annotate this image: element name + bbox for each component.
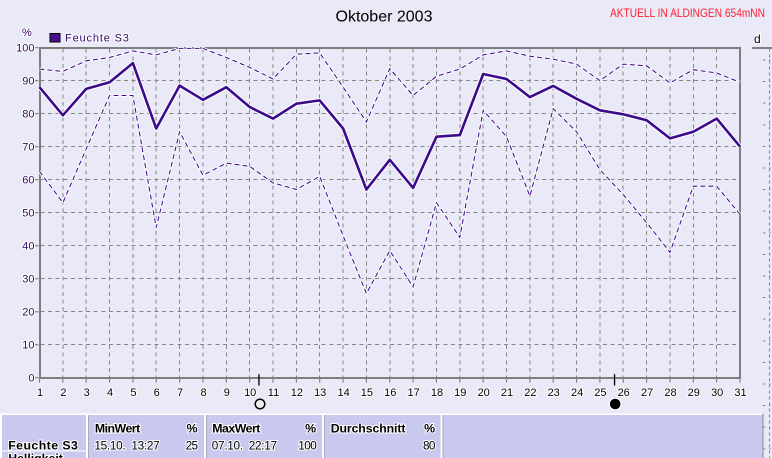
svg-text:%: % <box>22 27 32 39</box>
svg-text:23: 23 <box>548 387 560 399</box>
svg-text:7: 7 <box>177 387 183 399</box>
svg-text:Durchschnitt: Durchschnitt <box>331 421 406 435</box>
svg-text:10: 10 <box>22 340 34 352</box>
svg-text:29: 29 <box>688 387 700 399</box>
svg-text:40: 40 <box>22 241 34 253</box>
svg-text:d: d <box>754 32 761 46</box>
svg-text:11: 11 <box>268 387 279 399</box>
svg-text:8: 8 <box>200 387 206 399</box>
svg-text:30: 30 <box>711 387 723 399</box>
svg-text:AKTUELL IN ALDINGEN 654mNN: AKTUELL IN ALDINGEN 654mNN <box>610 6 765 20</box>
svg-text:15.10. 13:27: 15.10. 13:27 <box>94 438 159 452</box>
svg-text:%: % <box>305 421 316 435</box>
svg-text:17: 17 <box>407 387 419 399</box>
svg-text:18: 18 <box>431 387 443 399</box>
svg-text:4: 4 <box>107 387 113 399</box>
svg-text:50: 50 <box>22 208 34 220</box>
svg-text:MinWert: MinWert <box>95 421 140 435</box>
svg-text:25: 25 <box>186 438 199 452</box>
svg-text:80: 80 <box>423 438 436 452</box>
svg-text:MaxWert: MaxWert <box>212 421 260 435</box>
svg-text:9: 9 <box>224 387 230 399</box>
svg-text:%: % <box>424 421 435 435</box>
svg-text:70: 70 <box>22 142 34 154</box>
svg-text:07.10. 22:17: 07.10. 22:17 <box>212 438 277 452</box>
svg-text:5: 5 <box>130 387 136 399</box>
svg-text:26: 26 <box>618 387 630 399</box>
svg-text:2: 2 <box>60 387 66 399</box>
svg-text:3: 3 <box>84 387 90 399</box>
svg-text:100: 100 <box>16 43 34 55</box>
svg-text:%: % <box>187 421 198 435</box>
svg-text:Feuchte S3: Feuchte S3 <box>65 33 130 45</box>
svg-text:Oktober 2003: Oktober 2003 <box>336 9 433 26</box>
svg-text:27: 27 <box>641 387 653 399</box>
svg-text:24: 24 <box>571 387 583 399</box>
svg-text:60: 60 <box>22 175 34 187</box>
svg-text:100: 100 <box>298 438 317 452</box>
svg-text:14: 14 <box>337 387 349 399</box>
svg-text:31: 31 <box>734 387 746 399</box>
svg-text:90: 90 <box>22 76 34 88</box>
svg-text:Feuchte S3: Feuchte S3 <box>8 439 78 453</box>
svg-text:13: 13 <box>314 387 326 399</box>
svg-text:Helligkeit: Helligkeit <box>8 451 63 458</box>
svg-text:80: 80 <box>22 109 34 121</box>
svg-text:6: 6 <box>154 387 160 399</box>
svg-text:10: 10 <box>244 387 256 399</box>
svg-text:1: 1 <box>37 387 43 399</box>
svg-text:25: 25 <box>594 387 606 399</box>
svg-text:16: 16 <box>384 387 396 399</box>
svg-text:20: 20 <box>478 387 490 399</box>
svg-text:21: 21 <box>501 387 513 399</box>
svg-text:15: 15 <box>361 387 373 399</box>
svg-text:28: 28 <box>664 387 676 399</box>
svg-text:19: 19 <box>454 387 466 399</box>
svg-text:30: 30 <box>22 274 34 286</box>
svg-text:12: 12 <box>291 387 303 399</box>
svg-text:22: 22 <box>524 387 536 399</box>
svg-text:20: 20 <box>22 307 34 319</box>
svg-text:0: 0 <box>28 373 34 385</box>
